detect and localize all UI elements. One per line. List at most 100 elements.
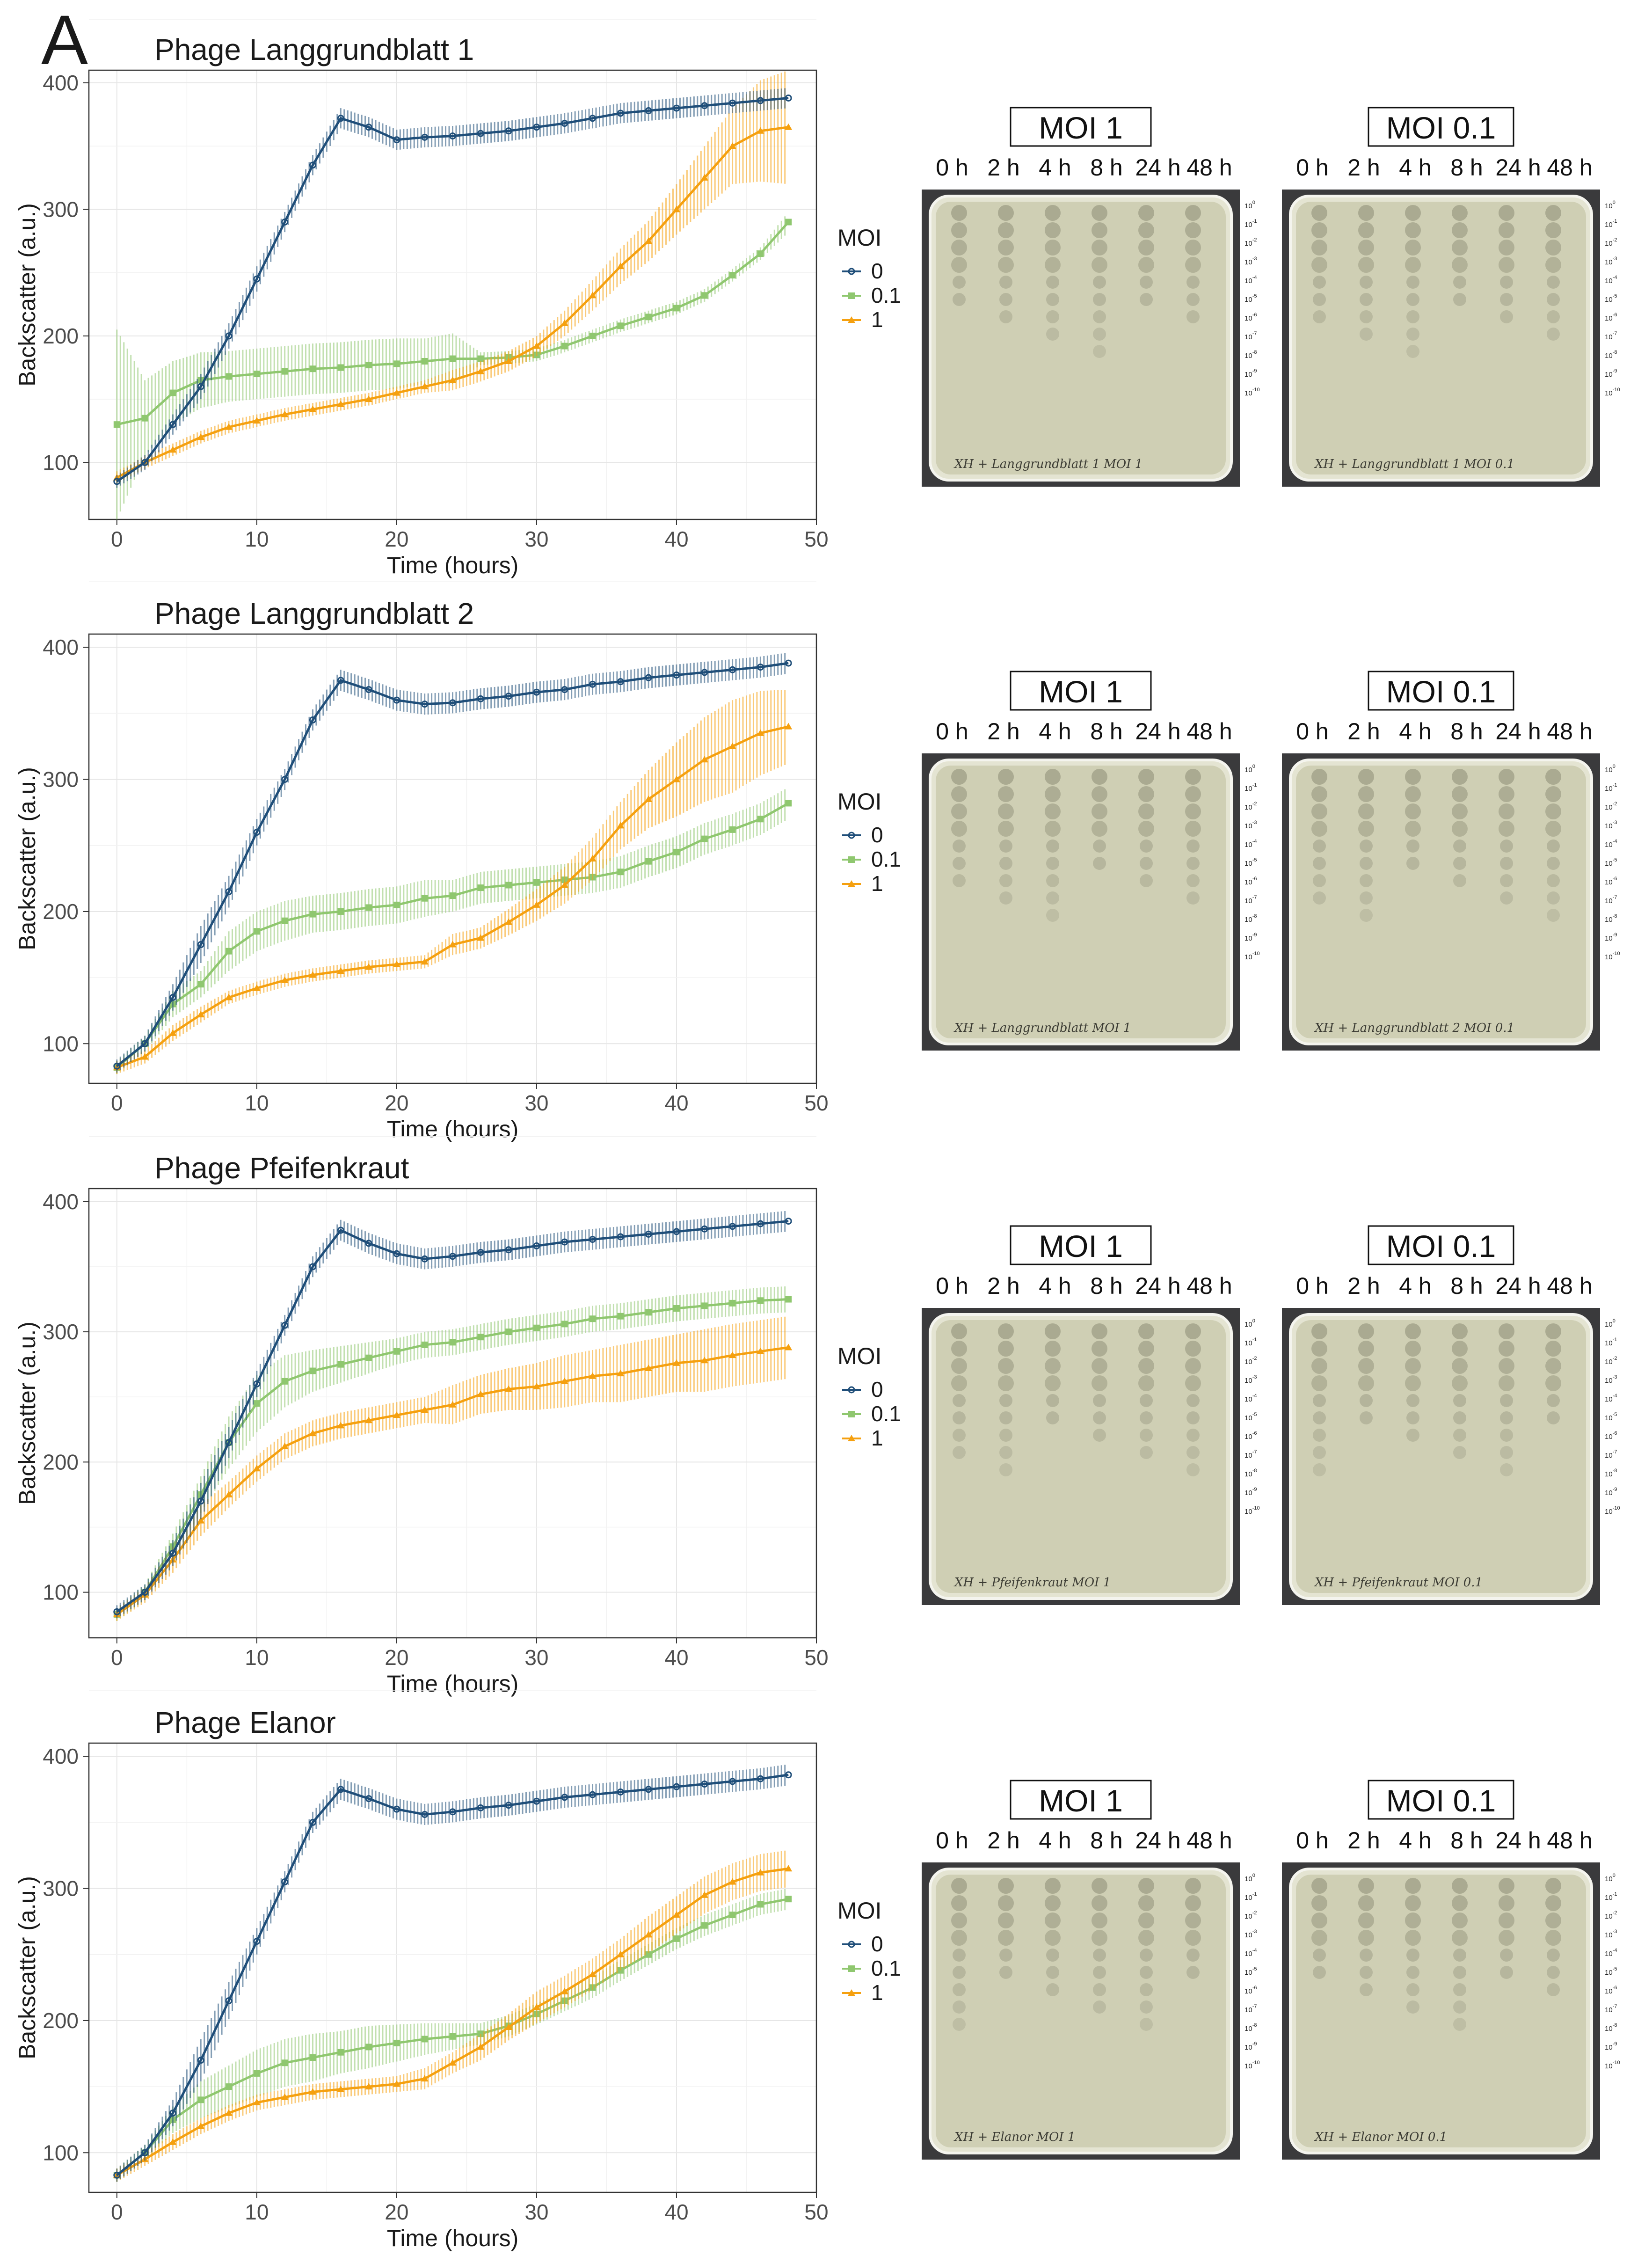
data-point <box>757 1869 764 1876</box>
dilution-label: 10-9 <box>1605 368 1617 379</box>
plaque-spot <box>1092 1323 1107 1339</box>
data-point <box>701 1302 708 1309</box>
legend-label: 1 <box>871 1426 883 1450</box>
data-point <box>645 1230 652 1238</box>
data-point <box>281 368 288 375</box>
data-point <box>225 993 233 1000</box>
plaque-spot <box>1453 293 1466 306</box>
data-point <box>169 446 177 453</box>
data-point <box>645 858 652 865</box>
plaque-spot <box>1185 803 1201 819</box>
data-point <box>365 963 373 970</box>
plaque-spot <box>1405 1323 1421 1339</box>
dilution-label: 10-3 <box>1244 256 1257 266</box>
data-point <box>365 1354 372 1361</box>
series-1 <box>113 1850 793 2182</box>
timepoint-label: 2 h <box>1347 1273 1380 1299</box>
plaque-spot <box>1092 222 1107 238</box>
data-point <box>729 826 736 833</box>
dilution-label: 10-2 <box>1244 801 1257 811</box>
plaque-spot <box>1138 1878 1154 1894</box>
timepoint-label: 24 h <box>1135 718 1180 745</box>
data-point <box>197 981 204 988</box>
plaque-spot <box>1499 257 1514 273</box>
plaque-spot <box>1140 840 1153 853</box>
data-point <box>477 367 485 374</box>
timepoint-label: 0 h <box>1296 154 1329 181</box>
data-point <box>365 395 373 402</box>
dilution-label: 10-5 <box>1605 1412 1617 1422</box>
x-tick-label: 10 <box>245 1091 269 1115</box>
plaque-spot <box>1547 293 1560 306</box>
data-point <box>757 97 764 104</box>
data-point <box>589 115 597 122</box>
plaque-spot <box>1092 1878 1107 1894</box>
legend: MOI 00.11 <box>837 225 901 332</box>
plaque-spot <box>1138 803 1154 819</box>
plaque-spot <box>1360 891 1373 905</box>
data-point <box>449 355 456 362</box>
legend-key-marker <box>848 832 855 839</box>
data-point <box>673 1305 680 1312</box>
timepoint-label: 48 h <box>1547 1827 1592 1854</box>
data-point <box>253 928 260 935</box>
plaque-spot <box>1500 840 1513 853</box>
plaque-spot <box>1186 1411 1200 1424</box>
timepoint-label: 48 h <box>1547 1273 1592 1299</box>
plaque-spot <box>1405 1341 1421 1357</box>
plaque-spot <box>1499 222 1514 238</box>
plaque-spot <box>1092 786 1107 802</box>
plaque-spot <box>998 1930 1014 1946</box>
timepoint-label: 4 h <box>1039 1827 1071 1854</box>
plaque-spot <box>999 1394 1012 1407</box>
plaque-spot <box>1092 1913 1107 1928</box>
dilution-label: 10-2 <box>1244 1910 1257 1920</box>
plaque-spot <box>999 1949 1012 1962</box>
plaque-spot <box>1046 1983 1059 1996</box>
legend-key-marker <box>848 316 855 323</box>
x-tick-label: 50 <box>804 1091 828 1115</box>
plaque-spot <box>1499 1913 1514 1928</box>
plaque-spot <box>1045 1930 1061 1946</box>
dilution-label: 100 <box>1244 764 1255 774</box>
plaque-spot <box>1046 857 1059 870</box>
legend-label: 0.1 <box>871 1402 901 1426</box>
plaque-spot <box>1500 1394 1513 1407</box>
plaque-spot <box>953 293 966 306</box>
data-point <box>449 1808 456 1816</box>
data-point <box>309 1818 316 1826</box>
plaque-spot <box>1453 276 1466 289</box>
data-point <box>589 1791 597 1798</box>
plaque-spot <box>1138 1930 1154 1946</box>
plaque-spot <box>1313 310 1326 323</box>
data-point <box>757 729 764 736</box>
x-axis-label: Time (hours) <box>387 2225 519 2251</box>
moi-label-box <box>1010 1225 1152 1265</box>
plaque-spot <box>1452 1878 1468 1894</box>
plaque-spot <box>1405 1878 1421 1894</box>
data-point <box>589 1372 597 1379</box>
data-point <box>700 756 708 763</box>
plaque-spot <box>1360 310 1373 323</box>
dilution-label: 10-5 <box>1244 1966 1257 1977</box>
x-tick-label: 0 <box>111 527 123 551</box>
plaque-spot <box>1545 821 1561 837</box>
plaque-spot <box>1500 1966 1513 1979</box>
plaque-spot <box>1452 803 1468 819</box>
plaque-spot <box>1499 1323 1514 1339</box>
plaque-spot <box>1500 874 1513 887</box>
timepoint-label: 8 h <box>1450 1273 1483 1299</box>
plaque-spot <box>1185 222 1201 238</box>
data-point <box>365 904 372 911</box>
x-tick-label: 30 <box>524 527 548 551</box>
data-point <box>700 1357 708 1364</box>
dilution-label: 10-9 <box>1244 2041 1257 2051</box>
data-point <box>365 1240 372 1247</box>
legend-label: 0 <box>871 1932 883 1956</box>
plaque-spot <box>1499 240 1514 256</box>
data-point <box>757 250 764 257</box>
legend-key-marker <box>848 856 855 863</box>
plaque-spot <box>1500 276 1513 289</box>
